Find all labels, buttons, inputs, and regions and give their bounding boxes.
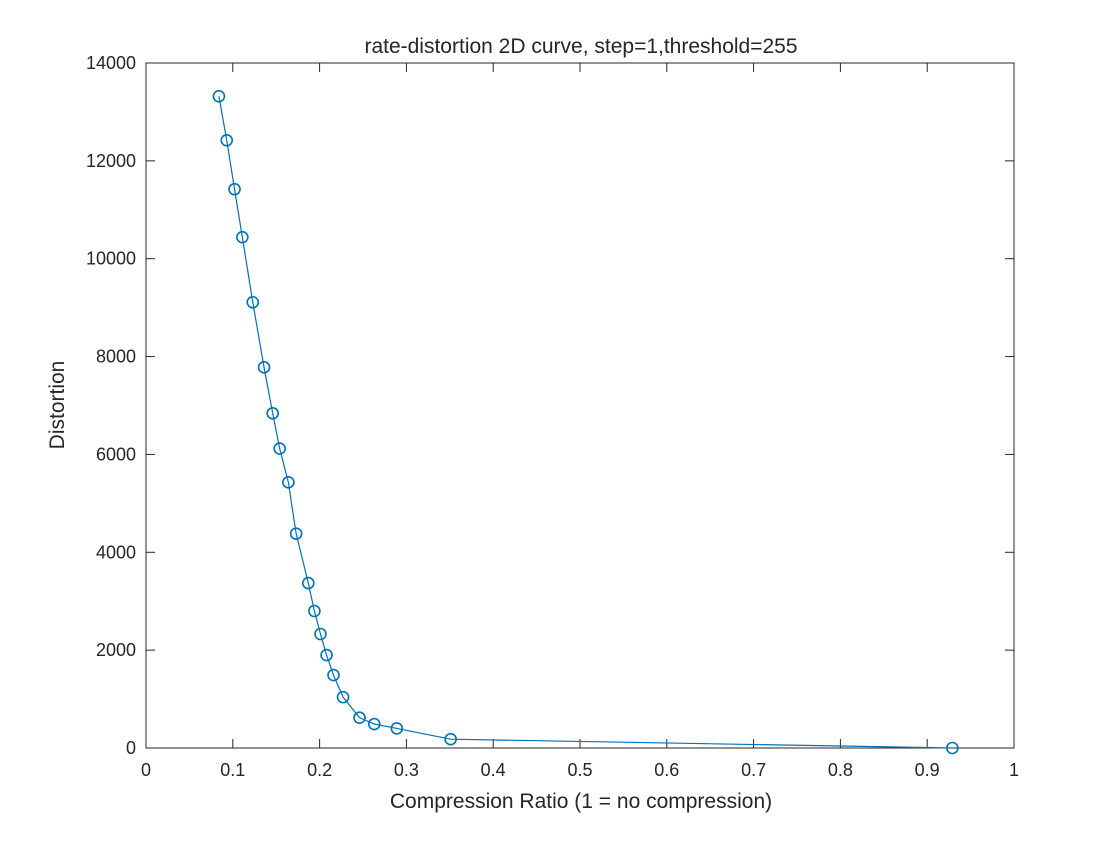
- data-point: [320, 648, 333, 662]
- y-tick-label: 12000: [86, 151, 136, 171]
- data-point: [220, 134, 234, 147]
- x-tick-label: 0.3: [394, 760, 419, 780]
- chart-title: rate-distortion 2D curve, step=1,thresho…: [364, 35, 797, 58]
- data-point: [327, 668, 340, 682]
- data-point: [246, 295, 260, 309]
- x-tick-label: 0.8: [828, 760, 853, 780]
- x-tick-label: 1: [1009, 760, 1019, 780]
- data-point: [266, 407, 280, 420]
- y-axis-title: Distortion: [46, 361, 69, 450]
- y-tick-label: 4000: [96, 542, 136, 562]
- data-point: [308, 604, 321, 618]
- data-point: [236, 230, 249, 244]
- y-tick-label: 6000: [96, 444, 136, 464]
- data-point: [228, 182, 241, 196]
- data-point: [282, 476, 295, 489]
- data-point: [314, 627, 327, 641]
- x-tick-label: 0.2: [307, 760, 332, 780]
- y-tick-label: 8000: [96, 347, 136, 367]
- ticks: 0 0.1 0.2 0.3 0.4 0.5 0.6 0.7 0.8 0.9 1 0 2000 4000 60…: [86, 53, 1019, 780]
- y-tick-label: 2000: [96, 640, 136, 660]
- data-point: [212, 89, 226, 103]
- data-point: [289, 527, 303, 540]
- plot-area-frame: [145, 62, 1015, 749]
- y-tick-label: 0: [126, 738, 136, 758]
- x-tick-label: 0.5: [567, 760, 592, 780]
- data-point: [336, 690, 350, 704]
- data-point: [353, 711, 366, 724]
- x-tick-label: 0.7: [741, 760, 766, 780]
- y-tick-label: 10000: [86, 249, 136, 269]
- data-point: [367, 717, 381, 731]
- y-tick-label: 14000: [86, 53, 136, 73]
- x-tick-label: 0.6: [654, 760, 679, 780]
- data-point: [390, 722, 404, 735]
- x-tick-label: 0.1: [220, 760, 245, 780]
- x-axis-title: Compression Ratio (1 = no compression): [390, 790, 772, 813]
- data-point: [302, 576, 315, 590]
- data-point: [444, 732, 457, 746]
- data-series: [212, 89, 959, 755]
- x-tick-label: 0: [141, 760, 151, 780]
- x-tick-label: 0.9: [915, 760, 940, 780]
- data-point: [257, 361, 271, 374]
- data-point: [273, 442, 286, 455]
- data-point: [946, 741, 959, 755]
- axes: [145, 62, 1015, 749]
- x-tick-label: 0.4: [481, 760, 506, 780]
